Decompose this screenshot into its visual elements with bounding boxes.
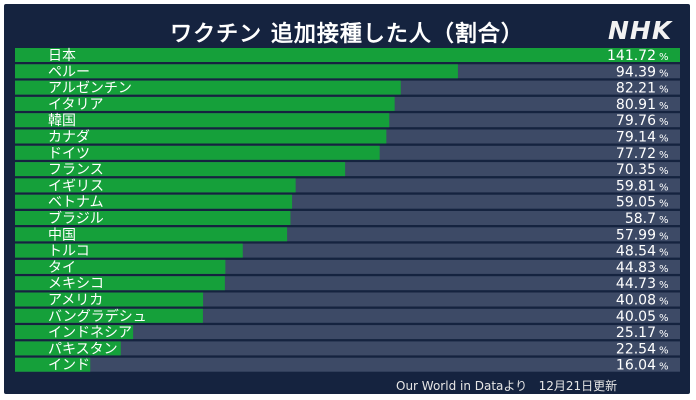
bar [15, 80, 401, 95]
unit-label: % [659, 166, 669, 177]
value-label: 44.83 [616, 260, 656, 276]
value-label: 79.76 [616, 113, 656, 129]
value-label: 79.14 [616, 130, 656, 146]
value-label: 77.72 [616, 146, 656, 162]
bar [15, 357, 91, 372]
chart-title: ワクチン 追加接種した人（割合） [170, 22, 524, 47]
bar-chart: 日本 141.72 % ペルー 94.39 % アルゼンチン 82.21 % イタリア 80.91%… [15, 48, 680, 374]
value-label: 58.7 [625, 211, 656, 227]
bar [15, 308, 203, 323]
value-label: 80.91 [616, 97, 656, 113]
unit-label: % [659, 68, 669, 79]
unit-label: % [659, 264, 669, 275]
bar [15, 64, 458, 79]
category-label: タイ [48, 260, 76, 276]
bar [15, 211, 291, 225]
bar [15, 162, 346, 177]
bar [15, 113, 390, 128]
value-label: 25.17 [616, 325, 656, 341]
unit-label: % [659, 248, 669, 259]
unit-label: % [659, 215, 669, 226]
update-date: 12月21日更新 [538, 379, 618, 393]
unit-label: % [659, 52, 669, 63]
category-label: トルコ [48, 244, 90, 260]
bar [15, 325, 134, 340]
value-label: 40.08 [616, 293, 656, 309]
value-label: 22.54 [616, 341, 656, 357]
category-label: バングラデシュ [48, 308, 147, 325]
value-label: 82.21 [616, 81, 656, 97]
category-label: アメリカ [48, 293, 103, 309]
bar-track [15, 357, 680, 372]
bar-track [15, 325, 680, 340]
category-label: パキスタン [48, 341, 118, 357]
bar [15, 178, 296, 193]
unit-label: % [659, 231, 669, 242]
nhk-logo: NHK [608, 16, 673, 45]
value-label: 94.39 [616, 64, 656, 80]
category-label: イギリス [48, 178, 104, 194]
unit-label: % [659, 134, 669, 145]
value-label: 70.35 [616, 162, 656, 178]
category-label: ブラジル [48, 210, 104, 227]
value-label: 57.99 [616, 227, 656, 243]
bar [15, 292, 204, 307]
bar [15, 341, 121, 356]
bar [15, 96, 395, 111]
value-label: 44.73 [616, 276, 656, 292]
category-label: ベトナム [48, 195, 104, 211]
unit-label: % [659, 329, 669, 340]
category-label: 日本 [48, 48, 76, 64]
value-label: 48.54 [616, 244, 656, 260]
category-label: インド [48, 358, 90, 374]
category-label: アルゼンチン [48, 81, 132, 97]
bar [15, 276, 225, 291]
unit-label: % [659, 345, 669, 356]
chart-panel: ワクチン 追加接種した人（割合） NHK 日本 141.72% ペルー 94.39% ア… [4, 4, 690, 394]
unit-label: % [659, 199, 669, 210]
bar [15, 129, 387, 144]
bar [15, 243, 243, 258]
bar [15, 259, 226, 274]
value-label: 141.72 [607, 48, 656, 64]
value-label: 59.81 [616, 178, 656, 194]
bar-track [15, 341, 680, 356]
category-label: イタリア [48, 97, 103, 113]
source-note: Our World in Dataより 12月21日更新 [396, 377, 617, 394]
value-label: 59.05 [616, 195, 656, 211]
category-label: ドイツ [48, 146, 90, 162]
unit-label: % [659, 182, 669, 193]
category-label: ペルー [48, 64, 90, 80]
unit-label: % [659, 362, 669, 373]
category-label: フランス [48, 162, 104, 178]
value-label: 40.05 [616, 309, 656, 325]
category-label: 中国 [48, 227, 76, 243]
unit-label: % [659, 150, 669, 161]
source-text: Our World in Dataより [396, 379, 528, 393]
category-label: インドネシア [48, 325, 132, 341]
bar [15, 48, 680, 62]
value-label: 16.04 [616, 358, 656, 374]
bar [15, 145, 380, 160]
unit-label: % [659, 101, 669, 112]
unit-label: % [659, 117, 669, 128]
bar [15, 227, 288, 242]
unit-label: % [659, 297, 669, 308]
category-label: メキシコ [48, 276, 104, 292]
unit-label: % [659, 85, 669, 96]
category-label: カナダ [48, 130, 90, 146]
category-label: 韓国 [48, 113, 76, 129]
unit-label: % [659, 280, 669, 291]
unit-label: % [659, 313, 669, 324]
bar [15, 194, 293, 209]
